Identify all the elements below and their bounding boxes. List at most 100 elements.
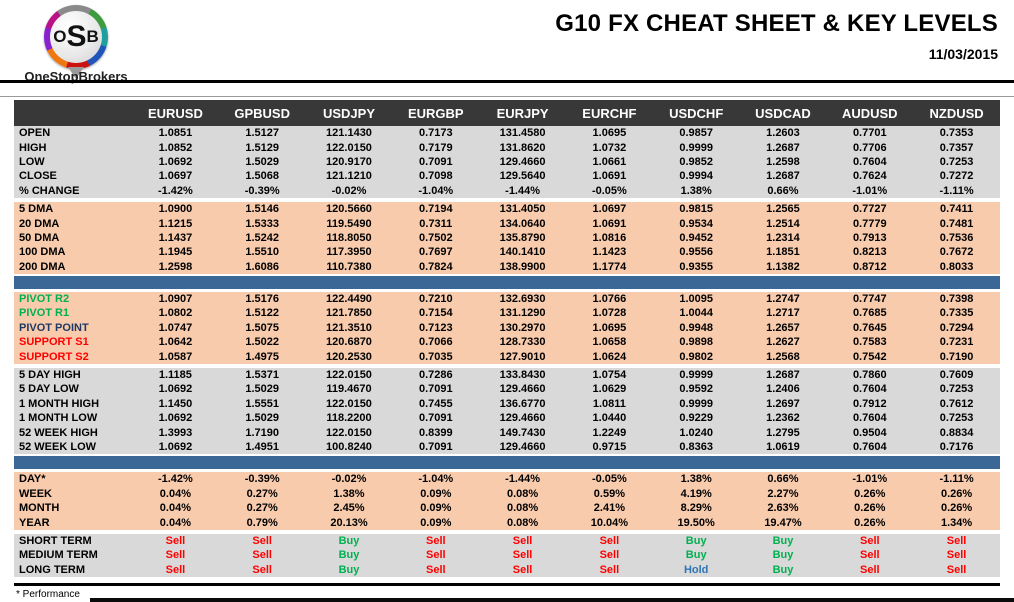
- cell-value: 110.7380: [326, 260, 372, 273]
- cell-value: 0.8213: [852, 246, 887, 259]
- cell-value: 0.9999: [679, 141, 713, 154]
- cell-value: 1.4975: [245, 350, 280, 363]
- table-row: OPEN 1.0851 1.5127 121.1430 0.7173 131.4580 1.…: [14, 126, 1000, 140]
- cell-value: 134.0640: [499, 217, 546, 230]
- cell-value: 1.2362: [766, 412, 800, 425]
- section-performance: DAY* -1.42% -0.39% -0.02% -1.04% -1.44% -0.05%…: [14, 472, 1000, 530]
- cell-value: 1.5510: [245, 246, 280, 259]
- column-header: USDCHF: [669, 105, 724, 121]
- row-label: HIGH: [19, 141, 47, 154]
- cell-value: -1.01%: [852, 473, 888, 486]
- cell-value: 117.3950: [326, 246, 372, 259]
- cell-value: 1.2249: [592, 426, 627, 439]
- cell-value: 1.5176: [245, 293, 280, 306]
- cell-value: 0.04%: [159, 502, 191, 515]
- table-row: 20 DMA 1.1215 1.5333 119.5490 0.7311 134.0640…: [14, 216, 1000, 230]
- cell-value: 19.50%: [677, 516, 715, 529]
- signal-value: Sell: [426, 534, 446, 547]
- signal-value: Sell: [512, 563, 533, 576]
- cell-value: 1.1774: [592, 260, 627, 273]
- cell-value: 122.0150: [326, 141, 372, 154]
- cell-value: 0.7542: [852, 350, 887, 363]
- cell-value: 0.08%: [506, 487, 539, 500]
- table-row: 52 WEEK HIGH 1.3993 1.7190 122.0150 0.8399 14…: [14, 425, 1000, 439]
- cell-value: 0.7604: [852, 155, 887, 168]
- cell-value: 1.0624: [592, 350, 627, 363]
- row-label: SUPPORT S2: [19, 350, 89, 363]
- cell-value: 100.8240: [326, 441, 372, 453]
- cell-value: 1.0747: [158, 321, 193, 334]
- cell-value: 122.0150: [326, 426, 372, 439]
- signal-value: Buy: [772, 534, 794, 547]
- row-label: 1 MONTH LOW: [19, 412, 98, 425]
- signal-value: Buy: [772, 563, 794, 576]
- row-label: 200 DMA: [19, 260, 66, 273]
- cell-value: 1.5146: [245, 203, 280, 216]
- cell-value: 0.8399: [418, 426, 453, 439]
- cell-value: 1.2627: [766, 336, 800, 349]
- row-label: CLOSE: [19, 170, 57, 183]
- cell-value: 0.9802: [679, 350, 713, 363]
- cell-value: 0.7091: [418, 383, 453, 396]
- cell-value: 120.2530: [326, 350, 372, 363]
- cell-value: 0.04%: [159, 516, 191, 529]
- cell-value: 0.66%: [767, 473, 799, 486]
- cell-value: 1.0691: [592, 170, 627, 183]
- cell-value: 20.13%: [330, 516, 368, 529]
- signal-value: Buy: [338, 563, 360, 576]
- cell-value: -1.01%: [852, 184, 888, 197]
- cell-value: 0.7604: [852, 412, 887, 425]
- signal-value: Buy: [338, 534, 360, 547]
- table-row: HIGH 1.0852 1.5129 122.0150 0.7179 131.8620 1.…: [14, 140, 1000, 154]
- row-label: % CHANGE: [19, 184, 80, 197]
- cell-value: 4.19%: [680, 487, 712, 500]
- cell-value: 0.7353: [939, 127, 974, 140]
- column-header: NZDUSD: [929, 105, 984, 121]
- cell-value: 0.7481: [939, 217, 974, 230]
- cell-value: 0.7091: [418, 412, 453, 425]
- cell-value: 1.5075: [245, 321, 280, 334]
- cell-value: -1.42%: [157, 473, 193, 486]
- signal-value: Sell: [426, 549, 446, 562]
- cell-value: 0.26%: [940, 502, 973, 515]
- row-label: YEAR: [19, 516, 50, 529]
- cell-value: 121.1210: [326, 170, 372, 183]
- cell-value: 1.0692: [158, 412, 193, 425]
- cell-value: 1.4951: [245, 441, 280, 453]
- cell-value: -0.05%: [591, 473, 627, 486]
- cell-value: 0.7913: [852, 231, 887, 244]
- cell-value: 1.0691: [592, 217, 627, 230]
- cell-value: 1.1185: [158, 369, 192, 382]
- signal-value: Sell: [599, 563, 620, 576]
- cell-value: 0.9815: [679, 203, 713, 216]
- cell-value: 0.7604: [852, 383, 887, 396]
- cell-value: 118.8050: [326, 231, 372, 244]
- cell-value: 1.0642: [158, 336, 193, 349]
- cell-value: 1.2697: [766, 397, 800, 410]
- cell-value: 0.08%: [506, 516, 539, 529]
- cell-value: 0.7860: [852, 369, 887, 382]
- cell-value: -0.02%: [331, 184, 367, 197]
- cell-value: 1.0695: [592, 321, 627, 334]
- cell-value: 121.3510: [326, 321, 372, 334]
- cell-value: 1.1851: [766, 246, 800, 259]
- cell-value: 0.7609: [939, 369, 974, 382]
- row-label: 20 DMA: [19, 217, 60, 230]
- cell-value: 133.8430: [499, 369, 546, 382]
- cell-value: 0.9504: [852, 426, 887, 439]
- column-header: EURJPY: [496, 105, 549, 121]
- table-row: SUPPORT S1 1.0642 1.5022 120.6870 0.7066 128.…: [14, 335, 1000, 349]
- cell-value: 1.1945: [158, 246, 193, 259]
- cell-value: 121.7850: [326, 307, 372, 320]
- cell-value: 0.9556: [679, 246, 713, 259]
- cell-value: 0.7190: [939, 350, 974, 363]
- cell-value: 0.7035: [418, 350, 453, 363]
- cell-value: 1.0811: [592, 397, 626, 410]
- row-label: 52 WEEK LOW: [19, 441, 97, 453]
- cell-value: 0.08%: [506, 502, 539, 515]
- cell-value: 0.79%: [246, 516, 278, 529]
- cell-value: 1.0728: [592, 307, 627, 320]
- cell-value: 19.47%: [764, 516, 802, 529]
- column-header: EURGBP: [407, 105, 464, 121]
